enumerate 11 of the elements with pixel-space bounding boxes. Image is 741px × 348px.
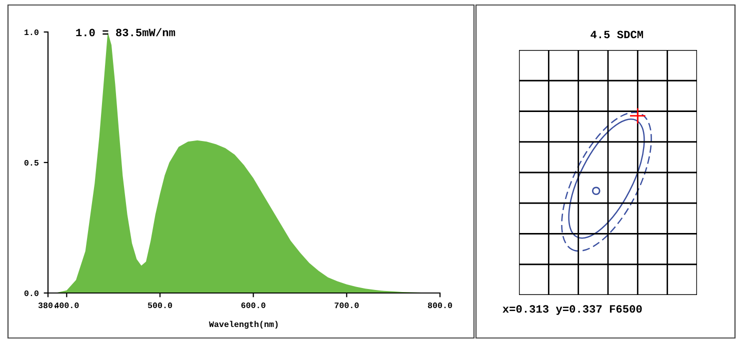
text: 4.5 SDCM bbox=[590, 30, 644, 38]
x-tick-label: 600.0 bbox=[241, 302, 266, 308]
y-tick-label: 0.0 bbox=[24, 290, 38, 296]
text: x=0.313 y=0.337 F6500 bbox=[502, 305, 642, 315]
x-tick-label: 500.0 bbox=[148, 302, 172, 308]
y-tick-label: 1.0 bbox=[24, 29, 38, 36]
x-tick-label: 800.0 bbox=[428, 302, 452, 308]
x-axis-title: Wavelength(nm) bbox=[208, 320, 278, 329]
y-tick-label: 0.5 bbox=[24, 160, 39, 166]
annotation: 1.0 = 83.5mW/nm bbox=[76, 28, 176, 36]
x-tick-label: 700.0 bbox=[334, 302, 359, 308]
